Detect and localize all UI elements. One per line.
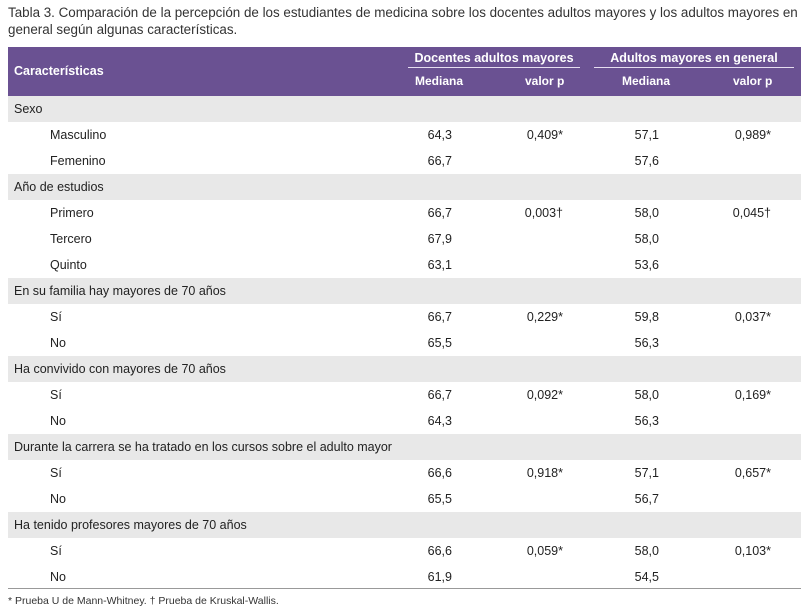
table-row: No 65,5 56,3: [8, 330, 801, 356]
median-docentes-cell: 66,6: [427, 466, 452, 480]
table-row: Sí 66,6 0,918* 57,1 0,657*: [8, 460, 801, 486]
median-adultos-cell: 56,7: [634, 492, 659, 506]
row-label: Sí: [50, 388, 62, 402]
row-label: No: [50, 570, 66, 584]
pvalue-docentes-cell: 0,229*: [526, 310, 563, 324]
pvalue-adultos-cell: 0,103*: [734, 544, 771, 558]
median-adultos-cell: 54,5: [634, 570, 659, 584]
pvalue-docentes-cell: 0,918*: [526, 466, 563, 480]
row-label: Sí: [50, 466, 62, 480]
section-title: Sexo: [14, 102, 43, 116]
pvalue-adultos-cell: 0,169*: [734, 388, 771, 402]
section-row: Durante la carrera se ha tratado en los …: [8, 434, 801, 460]
section-row: Año de estudios: [8, 174, 801, 200]
table-row: No 65,5 56,7: [8, 486, 801, 512]
table-row: No 64,3 56,3: [8, 408, 801, 434]
pvalue-adultos-cell: 0,045†: [732, 206, 771, 220]
median-docentes-cell: 64,3: [427, 414, 452, 428]
row-label: Sí: [50, 310, 62, 324]
row-label: Femenino: [50, 154, 106, 168]
table-body: Sexo Masculino 64,3 0,409* 57,1 0,989* Femenin…: [8, 96, 801, 590]
median-docentes-cell: 61,9: [427, 570, 452, 584]
median-docentes-cell: 66,7: [427, 388, 452, 402]
row-label: No: [50, 414, 66, 428]
group-header-adultos: Adultos mayores en general: [594, 51, 794, 68]
median-header-1: Mediana: [415, 74, 464, 88]
median-adultos-cell: 59,8: [634, 310, 659, 324]
median-adultos-cell: 56,3: [634, 414, 659, 428]
table-row: Primero 66,7 0,003† 58,0 0,045†: [8, 200, 801, 226]
section-title: Año de estudios: [14, 180, 104, 194]
pvalue-docentes-cell: 0,092*: [526, 388, 563, 402]
table-row: No 61,9 54,5: [8, 564, 801, 590]
section-title: Durante la carrera se ha tratado en los …: [14, 440, 392, 454]
table-row: Femenino 66,7 57,6: [8, 148, 801, 174]
median-docentes-cell: 63,1: [427, 258, 452, 272]
median-adultos-cell: 53,6: [634, 258, 659, 272]
median-docentes-cell: 67,9: [427, 232, 452, 246]
row-label: Primero: [50, 206, 94, 220]
median-adultos-cell: 58,0: [634, 206, 659, 220]
median-docentes-cell: 65,5: [427, 336, 452, 350]
row-label: No: [50, 336, 66, 350]
section-row: Ha tenido profesores mayores de 70 años: [8, 512, 801, 538]
table-footnote: * Prueba U de Mann-Whitney. † Prueba de …: [8, 595, 279, 607]
section-row: En su familia hay mayores de 70 años: [8, 278, 801, 304]
table-row: Quinto 63,1 53,6: [8, 252, 801, 278]
median-docentes-cell: 66,7: [427, 310, 452, 324]
pvalue-adultos-cell: 0,989*: [734, 128, 771, 142]
median-adultos-cell: 58,0: [634, 388, 659, 402]
pvalue-docentes-cell: 0,059*: [526, 544, 563, 558]
median-adultos-cell: 56,3: [634, 336, 659, 350]
median-adultos-cell: 57,1: [634, 128, 659, 142]
section-title: En su familia hay mayores de 70 años: [14, 284, 226, 298]
row-label: No: [50, 492, 66, 506]
section-title: Ha convivido con mayores de 70 años: [14, 362, 226, 376]
median-docentes-cell: 66,6: [427, 544, 452, 558]
pvalue-docentes-cell: 0,003†: [524, 206, 563, 220]
pvalue-header-2: valor p: [733, 74, 773, 88]
pvalue-adultos-cell: 0,037*: [734, 310, 771, 324]
median-adultos-cell: 57,1: [634, 466, 659, 480]
table-row: Sí 66,7 0,092* 58,0 0,169*: [8, 382, 801, 408]
table-bottom-rule: [8, 588, 801, 589]
median-docentes-cell: 64,3: [427, 128, 452, 142]
row-label: Sí: [50, 544, 62, 558]
section-row: Sexo: [8, 96, 801, 122]
pvalue-docentes-cell: 0,409*: [526, 128, 563, 142]
group-header-docentes: Docentes adultos mayores: [408, 51, 580, 68]
table-row: Masculino 64,3 0,409* 57,1 0,989*: [8, 122, 801, 148]
table-row: Tercero 67,9 58,0: [8, 226, 801, 252]
median-adultos-cell: 57,6: [634, 154, 659, 168]
data-table: Características Docentes adultos mayores…: [8, 47, 801, 590]
table-header: Características Docentes adultos mayores…: [8, 47, 801, 96]
section-row: Ha convivido con mayores de 70 años: [8, 356, 801, 382]
table-row: Sí 66,6 0,059* 58,0 0,103*: [8, 538, 801, 564]
table-caption: Tabla 3. Comparación de la percepción de…: [8, 5, 798, 37]
median-docentes-cell: 66,7: [427, 206, 452, 220]
pvalue-header-1: valor p: [525, 74, 565, 88]
median-docentes-cell: 65,5: [427, 492, 452, 506]
characteristics-header: Características: [14, 64, 104, 78]
row-label: Tercero: [50, 232, 92, 246]
pvalue-adultos-cell: 0,657*: [734, 466, 771, 480]
median-adultos-cell: 58,0: [634, 544, 659, 558]
median-adultos-cell: 58,0: [634, 232, 659, 246]
table-row: Sí 66,7 0,229* 59,8 0,037*: [8, 304, 801, 330]
section-title: Ha tenido profesores mayores de 70 años: [14, 518, 247, 532]
median-docentes-cell: 66,7: [427, 154, 452, 168]
median-header-2: Mediana: [622, 74, 671, 88]
row-label: Quinto: [50, 258, 87, 272]
row-label: Masculino: [50, 128, 107, 142]
